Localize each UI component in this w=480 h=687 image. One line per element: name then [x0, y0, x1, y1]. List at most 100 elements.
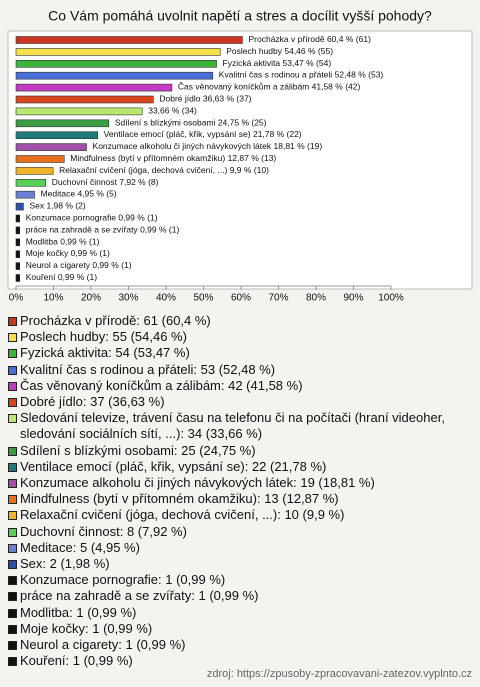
bar-value-label: 41,58 % (42)	[312, 82, 361, 92]
bar-value-label: 33,66 % (34)	[148, 106, 197, 116]
legend-item: Neurol a cigarety: 1 (0,99 %)	[8, 637, 470, 653]
bar	[15, 202, 24, 211]
legend-item: Čas věnovaný koníčkům a zálibám: 42 (41,…	[8, 378, 470, 394]
bar-label: Ventilace emocí (pláč, křik, vypsání se)…	[104, 129, 302, 139]
legend-swatch	[8, 641, 17, 651]
legend-item: Konzumace alkoholu či jiných návykových …	[8, 475, 470, 491]
legend-item: Kvalitní čas s rodinou a přáteli: 53 (52…	[8, 362, 470, 378]
legend-swatch	[8, 349, 17, 359]
legend-swatch	[8, 462, 17, 472]
legend-swatch	[8, 576, 17, 586]
legend-swatch	[8, 527, 17, 537]
legend-swatch	[8, 317, 17, 326]
bar-label: Poslech hudby 54,46 % (55)	[226, 46, 333, 56]
x-tick-label: 0%	[9, 293, 24, 304]
legend-item: Ventilace emocí (pláč, křik, vypsání se)…	[8, 459, 470, 475]
legend-swatch	[8, 414, 17, 424]
legend-swatch	[8, 479, 17, 489]
legend-swatch	[8, 446, 17, 456]
bar-label: Procházka v přírodě 60,4 % (61)	[249, 34, 372, 44]
legend-label: Duchovní činnost: 8 (7,92 %)	[20, 523, 187, 539]
bar-label: Fyzická aktivita 53,47 % (54)	[223, 58, 332, 68]
bar-label: Moje kočky 0,99 % (1)	[26, 248, 110, 258]
x-tick-label: 90%	[343, 293, 363, 304]
legend-swatch	[8, 398, 17, 408]
bar	[15, 238, 21, 247]
legend-label: Procházka v přírodě: 61 (60,4 %)	[20, 313, 211, 328]
legend-item: Meditace: 5 (4,95 %)	[8, 540, 470, 556]
legend-item: Kouření: 1 (0,99 %)	[8, 653, 470, 669]
bar-value-label: 0,99 % (1)	[140, 225, 179, 235]
bar-label: Sex 1,98 % (2)	[29, 201, 85, 211]
legend-label: Modlitba: 1 (0,99 %)	[20, 604, 137, 620]
bar-label: Duchovní činnost 7,92 % (8)	[52, 177, 159, 187]
x-tick-label: 100%	[378, 293, 404, 304]
legend-label: Sdílení s blízkými osobami: 25 (24,75 %)	[20, 442, 256, 458]
bar	[15, 143, 87, 151]
legend-label: Čas věnovaný koníčkům a zálibám: 42 (41,…	[20, 377, 303, 393]
bar-value-label: 60,4 % (61)	[327, 34, 371, 44]
bar-category: Kvalitní čas s rodinou a přáteli	[219, 70, 333, 80]
bar-value-label: 12,87 % (13)	[228, 153, 277, 163]
x-tick-label: 80%	[306, 293, 326, 304]
legend-swatch	[8, 511, 17, 521]
bar	[15, 155, 65, 163]
bar-label: Mindfulness (bytí v přítomném okamžiku) …	[70, 153, 276, 163]
bar	[15, 179, 47, 187]
bar-label: Meditace 4,95 % (5)	[41, 189, 117, 199]
bar-category: Ventilace emocí (pláč, křik, vypsání se)	[104, 129, 251, 139]
x-tick-label: 40%	[156, 293, 176, 304]
bar	[15, 274, 21, 282]
bar	[15, 167, 54, 175]
bar-label: Neurol a cigarety 0,99 % (1)	[26, 260, 132, 270]
legend-label: práce na zahradě a se zvířaty: 1 (0,99 %…	[20, 588, 259, 604]
bar-value-label: 53,47 % (54)	[283, 58, 332, 68]
legend-label: Konzumace alkoholu či jiných návykových …	[20, 475, 375, 491]
bar-label: Sdílení s blízkými osobami 24,75 % (25)	[115, 118, 267, 128]
bar-category: Sdílení s blízkými osobami	[115, 118, 216, 128]
bar	[15, 83, 173, 92]
legend-item: Konzumace pornografie: 1 (0,99 %)	[8, 572, 470, 588]
chart: Co Vám pomáhá uvolnit napětí a stres a d…	[7, 8, 473, 304]
bar-category: Kouření	[26, 272, 56, 282]
bar-value-label: 0,99 % (1)	[118, 213, 157, 223]
bar-value-label: 9,9 % (10)	[230, 165, 269, 175]
bar	[15, 48, 221, 56]
bar-value-label: 54,46 % (55)	[284, 46, 333, 56]
bar-label: Kvalitní čas s rodinou a přáteli 52,48 %…	[219, 70, 384, 80]
bar-value-label: 52,48 % (53)	[335, 70, 384, 80]
legend-swatch	[8, 657, 17, 667]
bar-value-label: 0,99 % (1)	[58, 272, 97, 282]
bar-label: Čas věnovaný koníčkům a zálibám 41,58 % …	[178, 82, 361, 92]
bar-category: Konzumace pornografie	[26, 213, 117, 223]
bar	[15, 131, 98, 139]
legend-label: Meditace: 5 (4,95 %)	[20, 539, 140, 555]
bar-category: Fyzická aktivita	[223, 58, 281, 68]
chart-title: Co Vám pomáhá uvolnit napětí a stres a d…	[48, 8, 432, 24]
bar-category: Sex	[29, 201, 44, 211]
bar-category: Meditace	[41, 189, 76, 199]
legend-item: Dobré jídlo: 37 (36,63 %)	[8, 394, 470, 410]
bar-category: Modlitba	[26, 237, 58, 247]
bar	[15, 214, 21, 223]
legend: Procházka v přírodě: 61 (60,4 %) Poslech …	[8, 313, 470, 669]
bar-value-label: 18,81 % (19)	[274, 141, 323, 151]
legend-item: Mindfulness (bytí v přítomném okamžiku):…	[8, 491, 470, 507]
legend-item: Sledování televize, trávení času na tele…	[8, 410, 470, 442]
legend-item: Sdílení s blízkými osobami: 25 (24,75 %)	[8, 443, 470, 459]
legend-label: Kvalitní čas s rodinou a přáteli: 53 (52…	[20, 361, 276, 377]
bar-category: Poslech hudby	[226, 46, 283, 56]
bar-label: Kouření 0,99 % (1)	[26, 272, 98, 282]
bar-label: Konzumace pornografie 0,99 % (1)	[26, 213, 158, 223]
legend-item: Sex: 2 (1,98 %)	[8, 556, 470, 572]
bar-value-label: 4,95 % (5)	[77, 189, 116, 199]
bar-category: Čas věnovaný koníčkům a zálibám	[178, 82, 309, 92]
legend-label: Kouření: 1 (0,99 %)	[20, 653, 133, 669]
legend-item: Procházka v přírodě: 61 (60,4 %)	[8, 313, 470, 329]
legend-swatch	[8, 543, 17, 553]
bar-category: Procházka v přírodě	[249, 34, 325, 44]
legend-label: Sledování televize, trávení času na tele…	[20, 410, 445, 442]
legend-swatch	[8, 592, 17, 602]
legend-swatch	[8, 333, 17, 343]
